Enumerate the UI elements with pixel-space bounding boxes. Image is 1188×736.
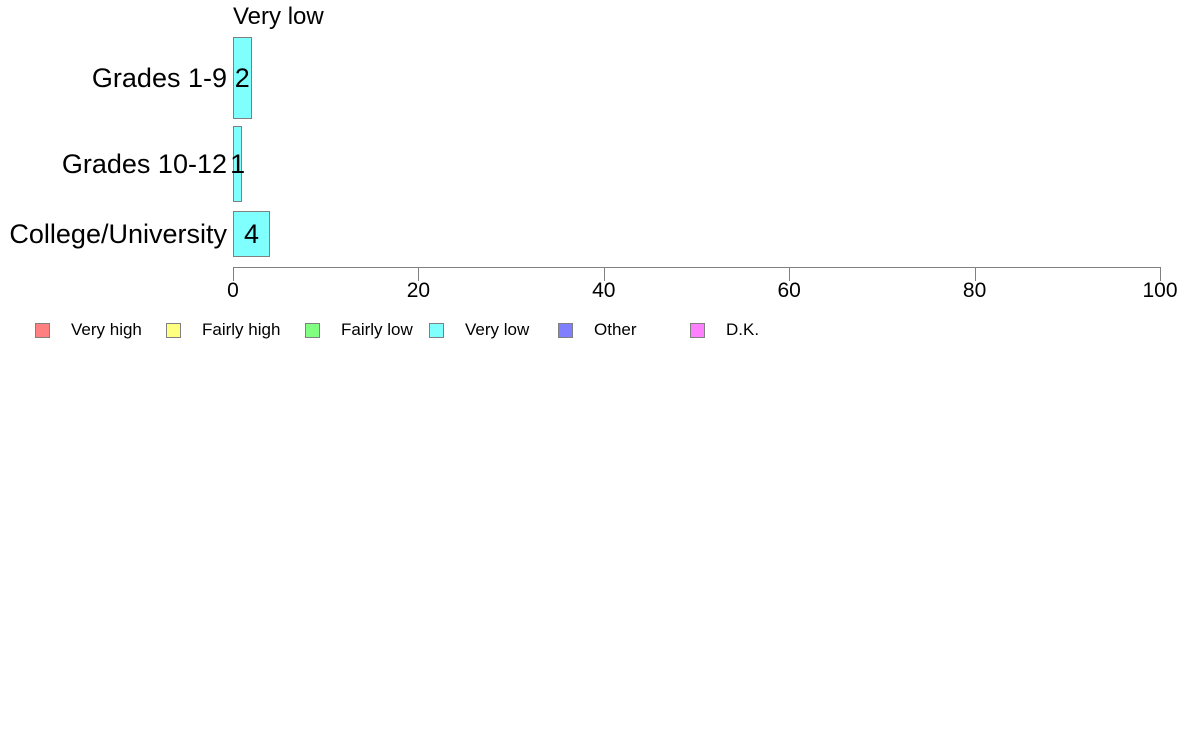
bar [233, 211, 271, 257]
x-axis-tick [603, 267, 605, 281]
x-axis-tick [1160, 267, 1161, 281]
legend-item: Other [558, 320, 637, 340]
legend-label: Fairly high [202, 320, 281, 339]
legend-item: Very high [35, 320, 142, 340]
category-label: Grades 1-9 [91, 63, 227, 93]
legend-label: Fairly low [341, 320, 413, 339]
x-axis-tick-label: 60 [777, 279, 801, 302]
bar-value-label: 4 [244, 219, 260, 249]
x-axis-tick [789, 267, 791, 281]
bar-value-label: 1 [230, 149, 246, 179]
legend-swatch-icon [690, 322, 705, 338]
x-axis-tick-label: 20 [406, 279, 431, 302]
legend-swatch-icon [166, 322, 181, 338]
x-axis-line [233, 267, 1160, 268]
x-axis-tick-label: 80 [962, 279, 987, 302]
x-axis-tick [418, 267, 420, 281]
legend-item: Fairly low [305, 320, 413, 340]
legend-label: Very high [71, 320, 142, 339]
legend-swatch-icon [558, 322, 573, 338]
legend-label: Very low [465, 320, 530, 339]
legend-item: D.K. [690, 320, 759, 340]
category-label: College/University [9, 219, 227, 249]
legend-swatch-icon [429, 322, 444, 338]
x-axis-tick-label: 100 [1142, 279, 1178, 302]
legend-label: D.K. [726, 320, 760, 339]
category-label: Grades 10-12 [61, 149, 227, 179]
legend-item: Very low [429, 320, 529, 340]
legend-swatch-icon [35, 322, 50, 338]
x-axis-tick-label: 0 [227, 279, 239, 302]
legend-swatch-icon [305, 322, 320, 338]
x-axis-tick [233, 267, 234, 281]
x-axis-tick [974, 267, 976, 281]
x-axis-tick-label: 40 [592, 279, 616, 302]
bar [233, 37, 252, 119]
bar-value-label: 2 [234, 63, 250, 93]
legend-item: Fairly high [166, 320, 280, 340]
bar [233, 126, 243, 202]
legend-label: Other [594, 320, 637, 339]
chart-title: Very low [233, 3, 324, 30]
